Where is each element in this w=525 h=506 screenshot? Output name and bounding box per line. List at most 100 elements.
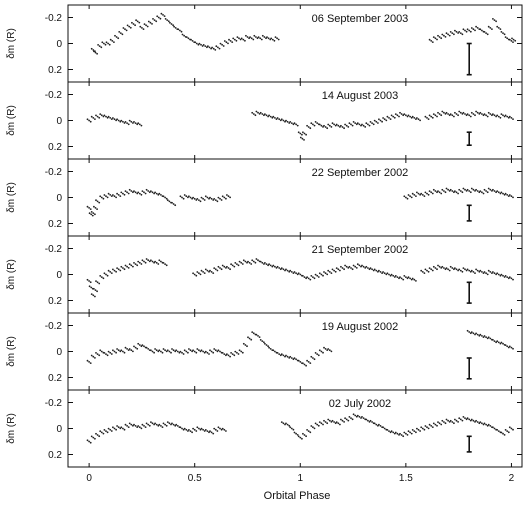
data-point xyxy=(254,114,257,117)
data-point xyxy=(407,430,410,433)
data-point xyxy=(466,417,469,420)
data-point xyxy=(461,419,464,422)
data-point xyxy=(472,28,475,31)
data-point xyxy=(150,259,152,262)
data-point xyxy=(115,351,117,354)
data-point xyxy=(130,423,133,426)
data-point xyxy=(127,123,130,126)
data-point xyxy=(430,425,433,427)
data-point xyxy=(510,195,513,198)
data-point xyxy=(148,191,151,194)
data-point xyxy=(299,132,302,135)
data-point xyxy=(381,120,383,123)
data-point xyxy=(428,267,431,269)
data-point xyxy=(213,427,216,430)
data-point xyxy=(140,263,143,265)
data-point xyxy=(371,421,373,423)
data-point xyxy=(506,194,509,196)
data-point xyxy=(275,118,278,120)
data-point xyxy=(464,188,466,191)
data-point xyxy=(114,34,116,37)
data-point xyxy=(481,29,483,32)
data-point xyxy=(190,38,192,41)
data-point xyxy=(105,41,108,44)
panels: δm (R) -0.2 0 0.2 06 September 2003 δm (R) -0.… xyxy=(6,4,523,468)
data-point xyxy=(411,277,414,280)
data-point xyxy=(162,14,164,16)
data-point xyxy=(289,121,292,123)
data-point xyxy=(122,27,125,29)
data-point xyxy=(486,191,489,194)
data-point xyxy=(309,127,312,130)
data-point xyxy=(259,339,262,341)
data-point xyxy=(454,267,456,269)
data-point xyxy=(154,348,157,350)
data-point xyxy=(90,435,93,438)
panel-title: 19 August 2002 xyxy=(322,321,398,333)
data-point xyxy=(242,38,245,41)
data-point xyxy=(306,276,308,279)
y-tick-label: -0.2 xyxy=(45,321,63,332)
data-point xyxy=(155,261,158,264)
data-point xyxy=(303,132,306,135)
data-point xyxy=(365,418,368,421)
data-point xyxy=(302,432,304,435)
data-point xyxy=(93,288,95,290)
data-point xyxy=(92,436,95,439)
data-point xyxy=(316,274,319,277)
data-point xyxy=(242,342,245,345)
data-point xyxy=(131,21,133,24)
data-point xyxy=(88,285,91,288)
data-point xyxy=(258,113,261,115)
data-point xyxy=(317,424,320,427)
data-point xyxy=(504,344,507,346)
data-point xyxy=(247,336,249,339)
data-point xyxy=(96,434,99,436)
data-point xyxy=(130,190,133,192)
data-point xyxy=(383,272,386,275)
data-point xyxy=(107,269,110,272)
data-point xyxy=(181,427,183,430)
data-point xyxy=(424,115,427,118)
data-point xyxy=(475,419,477,422)
data-point xyxy=(160,260,162,263)
data-point xyxy=(410,432,413,435)
data-point xyxy=(415,431,417,434)
data-point xyxy=(117,268,120,271)
data-point xyxy=(236,36,239,38)
data-point xyxy=(485,32,487,34)
data-point xyxy=(98,45,101,47)
data-point xyxy=(424,425,427,427)
data-point xyxy=(146,25,149,28)
data-point xyxy=(451,421,454,423)
data-point xyxy=(107,115,110,118)
data-point xyxy=(145,346,148,349)
data-point xyxy=(113,427,116,430)
data-point xyxy=(362,417,365,419)
data-point xyxy=(415,195,417,198)
data-point xyxy=(182,428,185,431)
data-point xyxy=(213,198,216,200)
data-point xyxy=(181,196,183,199)
data-point xyxy=(455,113,458,115)
data-point xyxy=(256,37,259,40)
panel-frame xyxy=(67,235,523,314)
data-point xyxy=(276,37,278,40)
data-point xyxy=(196,198,199,200)
data-point xyxy=(123,428,126,431)
data-point xyxy=(350,417,352,419)
data-point xyxy=(223,196,226,199)
data-point xyxy=(141,190,144,193)
data-point xyxy=(472,113,475,115)
data-point xyxy=(94,437,96,440)
data-point xyxy=(179,350,182,353)
data-point xyxy=(203,430,206,432)
data-point xyxy=(99,275,102,277)
data-point xyxy=(457,269,459,272)
data-point xyxy=(470,331,473,333)
data-point xyxy=(214,268,217,271)
panel-title: 21 September 2002 xyxy=(312,244,409,256)
data-point xyxy=(328,124,331,127)
data-point xyxy=(89,208,92,211)
data-point xyxy=(200,196,203,199)
